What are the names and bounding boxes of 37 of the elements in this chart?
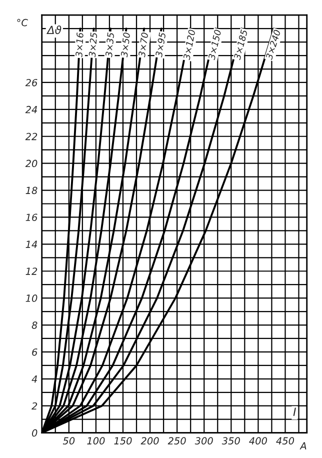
x-tick-label: 200 <box>140 437 159 444</box>
y-tick-label: 12 <box>26 268 38 275</box>
x-tick-label: 50 <box>62 437 75 444</box>
y-tick-label: 16 <box>26 214 38 222</box>
y-tick-label: 14 <box>26 240 37 248</box>
x-axis-title: A <box>300 442 306 450</box>
x-tick-label: 100 <box>87 437 105 444</box>
text: 3×240 <box>265 29 281 60</box>
y-tick-label: 20 <box>25 160 38 168</box>
y-tick-label: 10 <box>26 294 38 302</box>
x-tick-label: 450 <box>276 437 294 444</box>
x-tick-label: 300 <box>194 437 213 444</box>
y-tick-label: 22 <box>25 132 38 140</box>
y-tick-label: 6 <box>32 348 38 356</box>
y-tick-label: 18 <box>26 186 38 194</box>
annotation: Δϑ <box>46 25 62 34</box>
text: 3×35 <box>105 32 114 58</box>
x-tick-label: 150 <box>114 437 132 444</box>
text: 3×70 <box>138 32 148 58</box>
text: 3×16 <box>75 32 84 58</box>
y-tick-label: 8 <box>32 321 38 329</box>
annotation: I <box>293 408 296 416</box>
x-tick-label: 250 <box>168 437 186 444</box>
y-tick-label: 26 <box>25 78 38 86</box>
text: 3×120 <box>183 29 196 60</box>
text: 3×185 <box>234 29 248 60</box>
y-tick-label: 4 <box>32 376 37 383</box>
y-tick-label: 0 <box>32 429 38 437</box>
text: 3×50 <box>120 32 130 58</box>
y-tick-label: 2 <box>32 402 38 410</box>
y-tick-label: 24 <box>25 106 37 114</box>
y-axis-title: °C <box>17 18 28 26</box>
x-tick-label: 400 <box>249 437 267 444</box>
text: 3×150 <box>208 29 222 60</box>
text: 3×25 <box>88 32 98 58</box>
text: 3×95 <box>155 32 166 58</box>
x-tick-label: 350 <box>222 437 240 444</box>
